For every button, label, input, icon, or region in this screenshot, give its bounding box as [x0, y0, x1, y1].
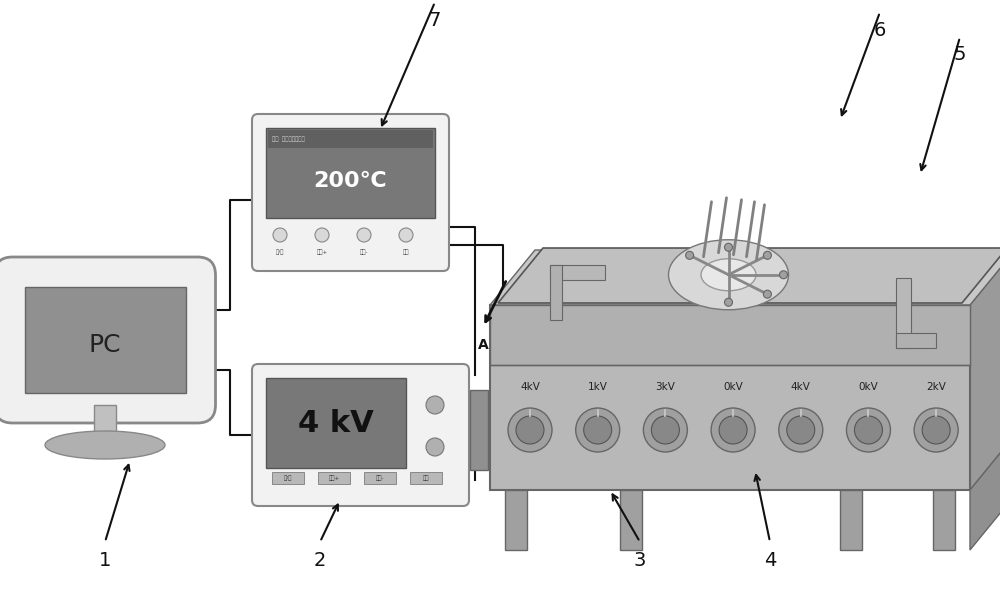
- Circle shape: [426, 438, 444, 456]
- Ellipse shape: [701, 259, 756, 291]
- Circle shape: [584, 416, 612, 444]
- Text: 3: 3: [634, 550, 646, 569]
- Bar: [268, 130, 433, 148]
- Circle shape: [686, 251, 694, 259]
- Text: 温度+: 温度+: [316, 249, 328, 255]
- Polygon shape: [970, 435, 1000, 550]
- Text: 200℃: 200℃: [314, 171, 387, 191]
- Text: 3kV: 3kV: [655, 382, 675, 392]
- Circle shape: [711, 408, 755, 452]
- Text: 电压+: 电压+: [328, 475, 340, 481]
- Text: 1kV: 1kV: [588, 382, 608, 392]
- Circle shape: [508, 408, 552, 452]
- Circle shape: [516, 416, 544, 444]
- Text: 7: 7: [429, 10, 441, 29]
- Text: 2kV: 2kV: [926, 382, 946, 392]
- Circle shape: [763, 251, 771, 259]
- Ellipse shape: [668, 240, 788, 310]
- Bar: [840, 490, 862, 550]
- Bar: [550, 265, 562, 320]
- Bar: [94, 405, 116, 433]
- Text: 4: 4: [764, 550, 776, 569]
- Circle shape: [780, 271, 788, 279]
- Circle shape: [854, 416, 882, 444]
- Polygon shape: [498, 248, 1000, 303]
- Bar: [24, 287, 186, 393]
- Bar: [272, 472, 304, 484]
- Text: 开/关: 开/关: [276, 249, 284, 255]
- Bar: [318, 472, 350, 484]
- Circle shape: [651, 416, 679, 444]
- Text: 6: 6: [874, 20, 886, 40]
- Polygon shape: [490, 250, 1000, 305]
- Circle shape: [724, 243, 732, 251]
- Ellipse shape: [45, 431, 165, 459]
- Text: A: A: [478, 338, 488, 352]
- Circle shape: [426, 396, 444, 414]
- Circle shape: [922, 416, 950, 444]
- Text: 温控  分区极化控温仪: 温控 分区极化控温仪: [272, 136, 305, 142]
- Bar: [933, 490, 955, 550]
- Circle shape: [643, 408, 687, 452]
- FancyBboxPatch shape: [252, 114, 449, 271]
- Bar: [505, 490, 527, 550]
- Circle shape: [273, 228, 287, 242]
- Bar: [364, 472, 396, 484]
- Circle shape: [914, 408, 958, 452]
- Text: 0kV: 0kV: [859, 382, 878, 392]
- Bar: [410, 472, 442, 484]
- Bar: [896, 278, 911, 347]
- Circle shape: [576, 408, 620, 452]
- FancyBboxPatch shape: [252, 364, 469, 506]
- Text: 4kV: 4kV: [520, 382, 540, 392]
- Circle shape: [315, 228, 329, 242]
- Text: 4kV: 4kV: [791, 382, 811, 392]
- Text: 温度-: 温度-: [360, 249, 368, 255]
- Bar: [620, 490, 642, 550]
- Text: 模式: 模式: [423, 475, 429, 481]
- Text: 模式: 模式: [403, 249, 409, 255]
- Circle shape: [399, 228, 413, 242]
- Text: PC: PC: [89, 333, 121, 357]
- Bar: [550, 265, 605, 280]
- Circle shape: [357, 228, 371, 242]
- Bar: [490, 305, 970, 490]
- Text: 开/关: 开/关: [284, 475, 292, 481]
- Circle shape: [779, 408, 823, 452]
- Bar: [470, 390, 488, 470]
- Bar: [266, 128, 435, 218]
- Text: 1: 1: [99, 550, 111, 569]
- FancyBboxPatch shape: [0, 257, 216, 423]
- Text: 5: 5: [954, 46, 966, 64]
- Polygon shape: [970, 250, 1000, 490]
- Circle shape: [846, 408, 890, 452]
- Text: 4 kV: 4 kV: [298, 409, 374, 438]
- Circle shape: [787, 416, 815, 444]
- Bar: [266, 378, 406, 468]
- Bar: [490, 305, 970, 365]
- Circle shape: [724, 298, 732, 306]
- Circle shape: [763, 290, 771, 298]
- Text: 0kV: 0kV: [723, 382, 743, 392]
- Text: 电压-: 电压-: [376, 475, 384, 481]
- Circle shape: [719, 416, 747, 444]
- Bar: [896, 332, 936, 347]
- Text: 2: 2: [314, 550, 326, 569]
